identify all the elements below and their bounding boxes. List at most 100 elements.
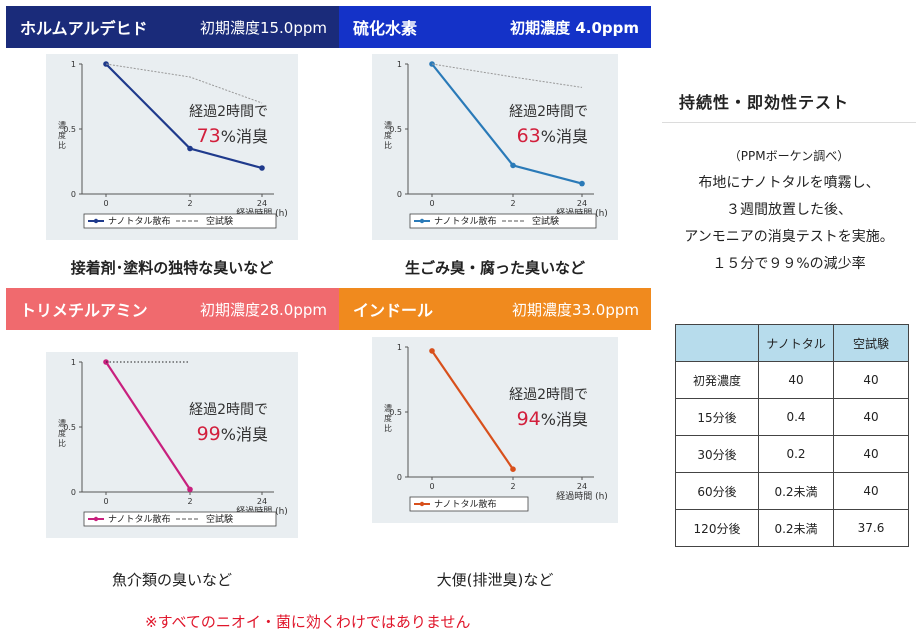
annotation-line1: 経過2時間で <box>189 104 268 120</box>
table-header-cell: 空試験 <box>833 324 909 362</box>
chart-panel-indole: 0 0.5 1 濃度比 0 2 24 経過時間 (h) 経過2時間で 94%消臭 ナノトタル散布 <box>372 337 618 523</box>
y-tick-label: 1 <box>397 60 402 69</box>
x-tick-label: 2 <box>187 199 192 208</box>
y-axis-label-char: 度 <box>58 428 66 438</box>
legend-label: ナノトタル散布 <box>108 215 171 227</box>
reduction-suffix: %消臭 <box>541 127 588 146</box>
y-axis-label-char: 濃 <box>58 120 66 130</box>
x-tick-label: 24 <box>257 199 267 208</box>
y-tick-label: 0 <box>71 190 76 199</box>
series-point <box>187 486 193 493</box>
x-tick-label: 0 <box>429 482 434 491</box>
annotation-line1: 経過2時間で <box>189 402 268 418</box>
y-axis-label: 濃度比 <box>58 120 66 150</box>
x-tick-label: 24 <box>577 199 587 208</box>
legend-swatch-point <box>93 516 99 522</box>
reduction-suffix: %消臭 <box>221 127 268 146</box>
caption-formaldehyde: 接着剤･塗料の独特な臭いなど <box>70 259 274 277</box>
x-axis-label: 経過時間 (h) <box>556 490 608 502</box>
table-cell: 40 <box>758 361 834 399</box>
table-header-row: ナノトタル 空試験 <box>675 324 909 362</box>
legend-swatch-point <box>419 218 425 224</box>
y-tick-label: 1 <box>397 343 402 352</box>
gas-name: トリメチルアミン <box>20 301 148 320</box>
y-axis-label: 濃度比 <box>384 120 392 150</box>
table-cell: 0.2未満 <box>758 509 834 547</box>
x-tick-label: 24 <box>257 497 267 506</box>
table-cell: 40 <box>833 361 909 399</box>
y-axis-label-char: 比 <box>384 140 392 150</box>
reduction-suffix: %消臭 <box>541 410 588 429</box>
annotation-reduction: 63%消臭 <box>517 125 588 147</box>
y-axis-label-char: 濃 <box>384 403 392 413</box>
y-axis-label-char: 度 <box>384 130 392 140</box>
series-line-control <box>431 63 583 88</box>
legend-label: 空試験 <box>206 513 233 525</box>
annotation-reduction: 73%消臭 <box>197 125 268 147</box>
initial-concentration: 初期濃度33.0ppm <box>511 301 639 319</box>
reduction-percent: 63 <box>517 125 541 147</box>
y-axis-label-char: 比 <box>58 438 66 448</box>
y-tick-label: 0.5 <box>63 125 76 134</box>
table-row: 15分後 0.4 40 <box>675 398 909 436</box>
y-axis-label-char: 濃 <box>58 418 66 428</box>
initial-concentration: 初期濃度28.0ppm <box>199 301 327 319</box>
reduction-percent: 99 <box>197 423 221 445</box>
legend-label: 空試験 <box>532 215 559 227</box>
annotation-line1: 経過2時間で <box>509 104 588 120</box>
reduction-suffix: %消臭 <box>221 425 268 444</box>
table-cell: 60分後 <box>675 472 759 510</box>
series-point <box>510 466 516 472</box>
x-tick-label: 0 <box>429 199 434 208</box>
initial-concentration: 初期濃度 4.0ppm <box>510 19 639 37</box>
gas-name: 硫化水素 <box>353 19 418 38</box>
legend-label: ナノトタル散布 <box>434 215 497 227</box>
y-tick-label: 1 <box>71 60 76 69</box>
y-axis-label-char: 度 <box>58 130 66 140</box>
x-tick-label: 2 <box>510 199 515 208</box>
table-header-cell <box>675 324 759 362</box>
table-cell: 40 <box>833 435 909 473</box>
y-tick-label: 0.5 <box>63 423 76 432</box>
table-cell: 40 <box>833 398 909 436</box>
caption-indole: 大便(排泄臭)など <box>436 571 554 589</box>
table-cell: 初発濃度 <box>675 361 759 399</box>
gas-name: インドール <box>353 301 434 320</box>
table-row: 120分後 0.2未満 37.6 <box>675 509 909 547</box>
disclaimer-note: ※すべてのニオイ・菌に効くわけではありません <box>145 613 471 631</box>
header-trimethylamine: トリメチルアミン 初期濃度28.0ppm <box>6 288 339 330</box>
y-axis-label: 濃度比 <box>58 418 66 448</box>
table-row: 60分後 0.2未満 40 <box>675 472 909 510</box>
initial-concentration: 初期濃度15.0ppm <box>199 19 327 37</box>
x-tick-label: 2 <box>187 497 192 506</box>
y-axis-label-char: 濃 <box>384 120 392 130</box>
table-cell: 120分後 <box>675 509 759 547</box>
series-point <box>579 180 585 187</box>
legend-label: 空試験 <box>206 215 233 227</box>
y-axis-label-char: 比 <box>384 423 392 433</box>
y-axis-label-char: 比 <box>58 140 66 150</box>
y-tick-label: 0.5 <box>389 408 402 417</box>
divider <box>662 122 916 123</box>
x-tick-label: 0 <box>103 199 108 208</box>
caption-hydrogen-sulfide: 生ごみ臭・腐った臭いなど <box>404 259 585 277</box>
gas-name: ホルムアルデヒド <box>20 19 148 38</box>
y-tick-label: 1 <box>71 358 76 367</box>
legend-swatch-point <box>419 501 425 507</box>
source-text: （PPMボーケン調べ） <box>728 149 850 163</box>
desc-line: 布地にナノトタルを噴霧し、 <box>698 175 880 191</box>
x-tick-label: 0 <box>103 497 108 506</box>
series-line-nanototal <box>105 361 191 491</box>
table-row: 30分後 0.2 40 <box>675 435 909 473</box>
caption-trimethylamine: 魚介類の臭いなど <box>111 571 232 589</box>
annotation-reduction: 94%消臭 <box>517 408 588 430</box>
legend-label: ナノトタル散布 <box>108 513 171 525</box>
desc-line: ３週間放置した後、 <box>726 202 852 218</box>
annotation-reduction: 99%消臭 <box>197 423 268 445</box>
y-tick-label: 0.5 <box>389 125 402 134</box>
y-axis-label-char: 度 <box>384 413 392 423</box>
header-formaldehyde: ホルムアルデヒド 初期濃度15.0ppm <box>6 6 339 48</box>
